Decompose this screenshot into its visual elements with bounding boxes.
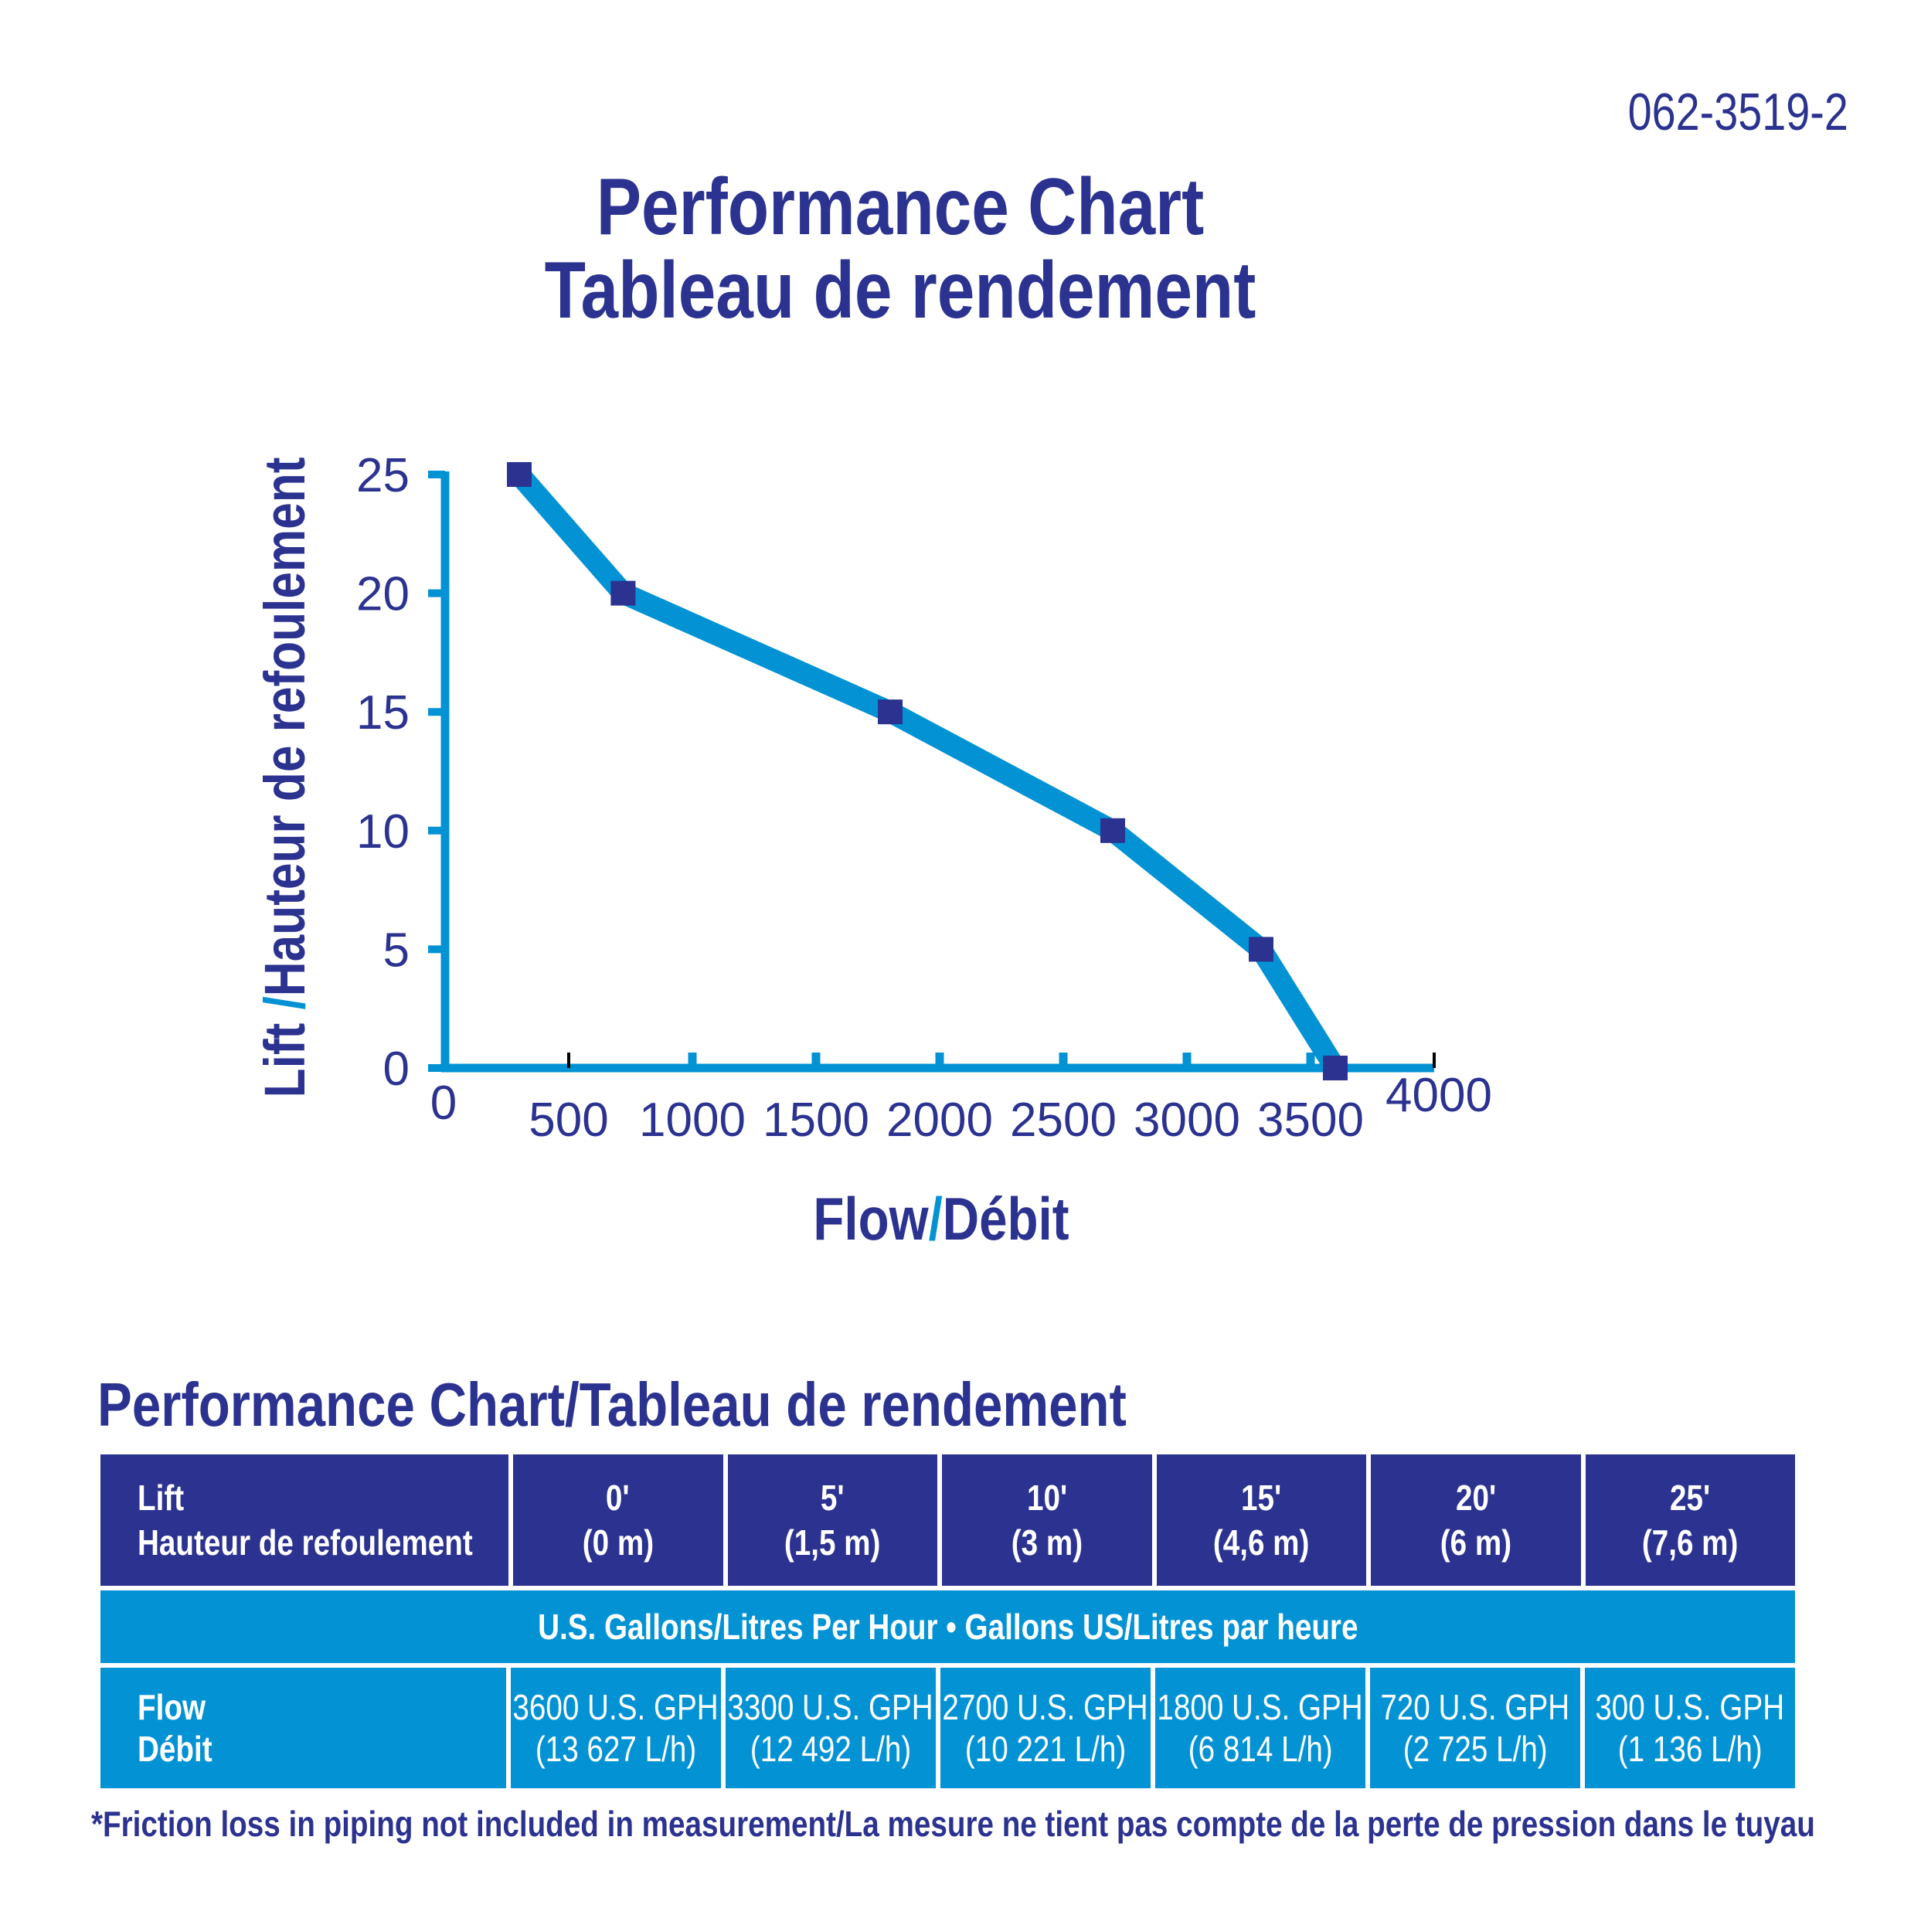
flow-cell: 2700 U.S. GPH (10 221 L/h) (940, 1668, 1151, 1788)
x-tick-label: 2000 (886, 1094, 993, 1147)
y-axis-label: Lift /Hauteur de refoulement (253, 457, 317, 1098)
data-point-marker (1100, 818, 1125, 843)
flow-row-label: Flow Débit (100, 1668, 506, 1788)
performance-table: Lift Hauteur de refoulement 0' (0 m) 5' (1… (100, 1454, 1795, 1793)
x-tick-label: 2500 (1010, 1094, 1117, 1147)
y-tick-label: 10 (356, 805, 410, 859)
x-axis-label-fr: Débit (943, 1186, 1069, 1253)
flow-label-en: Flow (138, 1687, 206, 1727)
lift-row: Lift Hauteur de refoulement 0' (0 m) 5' (1… (100, 1454, 1795, 1586)
y-axis-label-sep: / (253, 996, 317, 1023)
performance-curve (511, 467, 1345, 1074)
lift-row-label: Lift Hauteur de refoulement (100, 1454, 508, 1586)
flow-cell: 3300 U.S. GPH (12 492 L/h) (726, 1668, 936, 1788)
data-point-marker (507, 462, 532, 487)
data-point-marker (878, 699, 903, 725)
lift-cell: 15' (4,6 m) (1156, 1454, 1366, 1586)
data-point-marker (1249, 937, 1273, 962)
table-title: Performance Chart/Tableau de rendement (97, 1370, 1127, 1439)
lift-cell: 5' (1,5 m) (727, 1454, 937, 1586)
chart-title: Performance Chart Tableau de rendement (0, 165, 1800, 332)
flow-cell: 3600 U.S. GPH (13 627 L/h) (511, 1668, 721, 1788)
flow-row: Flow Débit 3600 U.S. GPH (13 627 L/h) 330… (100, 1668, 1795, 1788)
flow-label-fr: Débit (138, 1729, 212, 1769)
chart-title-en: Performance Chart (596, 162, 1205, 252)
y-axis-label-fr: Hauteur de refoulement (253, 457, 317, 997)
flow-cell: 720 U.S. GPH (2 725 L/h) (1370, 1668, 1580, 1788)
x-tick-label: 0 (430, 1077, 457, 1130)
x-tick-label: 3000 (1134, 1094, 1240, 1147)
x-tick-label: 3500 (1257, 1094, 1364, 1147)
x-tick-label: 1500 (763, 1094, 869, 1147)
lift-label-fr: Hauteur de refoulement (138, 1522, 473, 1563)
y-tick-label: 25 (356, 449, 410, 502)
flow-cell: 300 U.S. GPH (1 136 L/h) (1585, 1668, 1795, 1788)
x-axis-label-en: Flow (813, 1186, 929, 1253)
y-tick-label: 5 (383, 923, 410, 977)
x-tick-label: 500 (529, 1094, 608, 1147)
performance-line-chart: 0 5 10 15 20 25 0 500 1000 1500 2000 2500 3000 3500 40… (253, 449, 1492, 1253)
flow-cell: 1800 U.S. GPH (6 814 L/h) (1155, 1668, 1365, 1788)
y-tick-label: 0 (383, 1043, 410, 1096)
data-point-marker (1323, 1056, 1348, 1080)
footnote: *Friction loss in piping not included in… (91, 1804, 1815, 1844)
lift-cell: 0' (0 m) (513, 1454, 723, 1586)
part-number: 062-3519-2 (1627, 83, 1848, 141)
y-axis-label-en: Lift (253, 1023, 317, 1098)
chart-title-fr: Tableau de rendement (544, 246, 1256, 335)
y-tick-label: 15 (356, 686, 410, 740)
x-axis-label: Flow/Débit (813, 1186, 1069, 1253)
lift-cell: 25' (7,6 m) (1585, 1454, 1795, 1586)
y-tick-label: 20 (356, 568, 410, 621)
lift-cell: 20' (6 m) (1371, 1454, 1581, 1586)
lift-label-en: Lift (138, 1478, 185, 1518)
units-band: U.S. Gallons/Litres Per Hour • Gallons U… (100, 1590, 1795, 1663)
x-axis-label-sep: / (929, 1186, 943, 1253)
x-tick-label: 1000 (639, 1094, 746, 1147)
x-tick-label: 4000 (1386, 1069, 1492, 1122)
lift-cell: 10' (3 m) (942, 1454, 1152, 1586)
data-point-marker (610, 580, 636, 606)
